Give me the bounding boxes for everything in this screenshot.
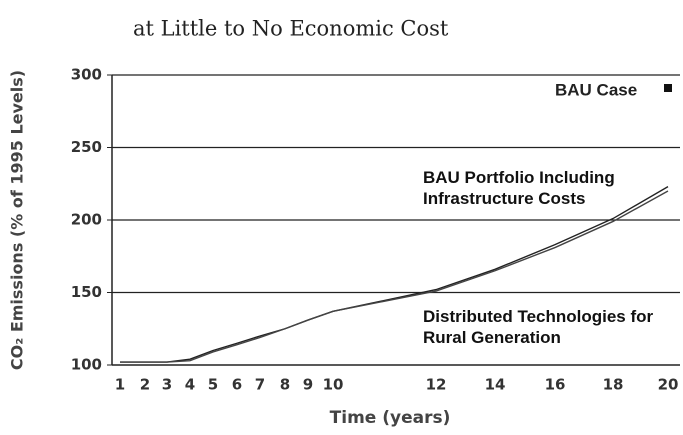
x-tick-label: 16 (545, 376, 566, 394)
annotation: BAU Case (555, 80, 637, 99)
x-axis-label: Time (years) (330, 408, 451, 428)
x-tick-label: 14 (485, 376, 506, 394)
series-label: BAU Portfolio Including Infrastructure C… (423, 168, 615, 208)
y-tick-label: 300 (71, 66, 102, 84)
x-tick-label: 2 (140, 376, 150, 394)
x-tick-label: 8 (280, 376, 290, 394)
y-tick-label: 200 (71, 211, 102, 229)
x-tick-label: 1 (115, 376, 125, 394)
y-axis-label: CO₂ Emissions (% of 1995 Levels) (8, 70, 27, 370)
y-tick-label: 150 (71, 283, 102, 301)
y-tick-label: 100 (71, 356, 102, 374)
annotation-marker (664, 84, 672, 92)
x-tick-label: 9 (303, 376, 313, 394)
x-tick-label: 12 (426, 376, 447, 394)
x-tick-label: 18 (603, 376, 624, 394)
chart-title: at Little to No Economic Cost (133, 17, 449, 41)
x-tick-label: 3 (162, 376, 172, 394)
x-tick-label: 10 (323, 376, 344, 394)
x-tick-label: 5 (208, 376, 218, 394)
x-tick-label: 6 (232, 376, 242, 394)
series-label: Distributed Technologies for Rural Gener… (423, 307, 654, 347)
y-tick-label: 250 (71, 138, 102, 156)
series-line (120, 190, 669, 363)
x-tick-label: 20 (658, 376, 679, 394)
x-tick-label: 7 (255, 376, 265, 394)
x-tick-label: 4 (185, 376, 195, 394)
